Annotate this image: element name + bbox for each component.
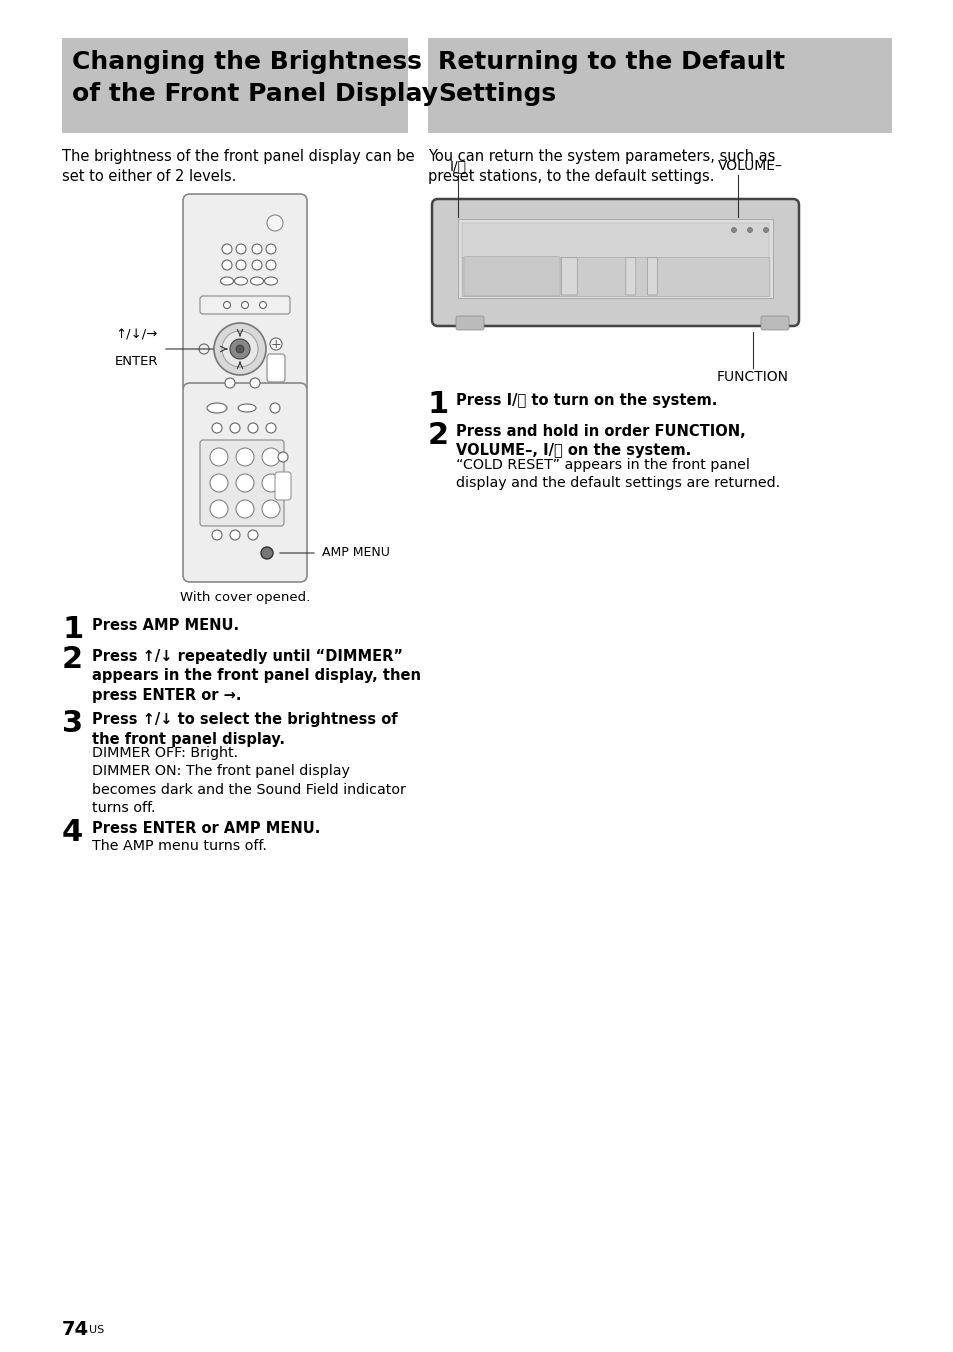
FancyBboxPatch shape xyxy=(461,223,768,258)
FancyBboxPatch shape xyxy=(461,257,768,296)
Circle shape xyxy=(248,423,257,433)
Circle shape xyxy=(262,448,280,466)
Text: VOLUME–: VOLUME– xyxy=(718,160,782,173)
Circle shape xyxy=(213,323,266,375)
Circle shape xyxy=(270,403,280,412)
Text: FUNCTION: FUNCTION xyxy=(717,370,788,384)
Circle shape xyxy=(266,260,275,270)
Circle shape xyxy=(252,243,262,254)
Circle shape xyxy=(262,500,280,518)
Circle shape xyxy=(747,227,752,233)
Text: 2: 2 xyxy=(428,420,449,449)
Text: With cover opened.: With cover opened. xyxy=(180,591,310,604)
Circle shape xyxy=(248,530,257,539)
Circle shape xyxy=(212,530,222,539)
Text: Press and hold in order FUNCTION,
VOLUME–, I/⏻ on the system.: Press and hold in order FUNCTION, VOLUME… xyxy=(456,423,745,458)
Text: +: + xyxy=(271,338,281,350)
Text: Press ↑/↓ repeatedly until “DIMMER”
appears in the front panel display, then
pre: Press ↑/↓ repeatedly until “DIMMER” appe… xyxy=(91,649,420,703)
Text: Press ↑/↓ to select the brightness of
the front panel display.: Press ↑/↓ to select the brightness of th… xyxy=(91,713,397,746)
Text: Returning to the Default
Settings: Returning to the Default Settings xyxy=(437,50,784,105)
Text: 2: 2 xyxy=(62,645,83,675)
Circle shape xyxy=(235,448,253,466)
FancyBboxPatch shape xyxy=(200,296,290,314)
Circle shape xyxy=(223,301,231,308)
Text: Press I/⏻ to turn on the system.: Press I/⏻ to turn on the system. xyxy=(456,393,717,408)
Circle shape xyxy=(235,345,244,353)
Text: AMP MENU: AMP MENU xyxy=(322,546,390,560)
Text: I/⏻: I/⏻ xyxy=(450,160,467,173)
Text: Changing the Brightness
of the Front Panel Display: Changing the Brightness of the Front Pan… xyxy=(71,50,437,105)
FancyBboxPatch shape xyxy=(561,257,577,295)
Circle shape xyxy=(210,500,228,518)
Circle shape xyxy=(266,243,275,254)
Circle shape xyxy=(259,301,266,308)
Circle shape xyxy=(241,301,248,308)
Text: You can return the system parameters, such as
preset stations, to the default se: You can return the system parameters, su… xyxy=(428,149,775,184)
Text: 3: 3 xyxy=(62,708,83,738)
FancyBboxPatch shape xyxy=(647,257,657,295)
Circle shape xyxy=(199,343,209,354)
Text: 74: 74 xyxy=(62,1320,89,1338)
Text: ENTER: ENTER xyxy=(115,356,158,368)
Circle shape xyxy=(266,423,275,433)
FancyBboxPatch shape xyxy=(183,383,307,581)
Circle shape xyxy=(731,227,736,233)
Circle shape xyxy=(230,530,240,539)
Text: US: US xyxy=(89,1325,104,1334)
Text: Press AMP MENU.: Press AMP MENU. xyxy=(91,618,239,633)
Text: 1: 1 xyxy=(428,389,449,419)
Text: The brightness of the front panel display can be
set to either of 2 levels.: The brightness of the front panel displa… xyxy=(62,149,415,184)
Circle shape xyxy=(235,500,253,518)
Circle shape xyxy=(222,243,232,254)
Text: Press ENTER or AMP MENU.: Press ENTER or AMP MENU. xyxy=(91,821,320,836)
Text: The AMP menu turns off.: The AMP menu turns off. xyxy=(91,838,267,853)
FancyBboxPatch shape xyxy=(456,316,483,330)
Circle shape xyxy=(212,423,222,433)
Circle shape xyxy=(210,475,228,492)
Ellipse shape xyxy=(220,277,233,285)
Circle shape xyxy=(762,227,768,233)
Circle shape xyxy=(262,475,280,492)
Text: 4: 4 xyxy=(62,818,83,846)
Circle shape xyxy=(277,452,288,462)
FancyBboxPatch shape xyxy=(760,316,788,330)
Circle shape xyxy=(250,379,260,388)
FancyBboxPatch shape xyxy=(62,38,408,132)
FancyBboxPatch shape xyxy=(625,257,636,295)
Circle shape xyxy=(235,260,246,270)
Ellipse shape xyxy=(251,277,263,285)
Text: DIMMER OFF: Bright.
DIMMER ON: The front panel display
becomes dark and the Soun: DIMMER OFF: Bright. DIMMER ON: The front… xyxy=(91,746,405,815)
Circle shape xyxy=(210,448,228,466)
Circle shape xyxy=(230,339,250,360)
Circle shape xyxy=(261,548,273,558)
Text: “COLD RESET” appears in the front panel
display and the default settings are ret: “COLD RESET” appears in the front panel … xyxy=(456,457,780,489)
Ellipse shape xyxy=(234,277,247,285)
Text: ↑/↓/→: ↑/↓/→ xyxy=(115,329,157,341)
Circle shape xyxy=(222,260,232,270)
Ellipse shape xyxy=(207,403,227,412)
Circle shape xyxy=(235,475,253,492)
Text: 1: 1 xyxy=(62,615,83,644)
FancyBboxPatch shape xyxy=(457,219,772,297)
Circle shape xyxy=(235,243,246,254)
Circle shape xyxy=(267,215,283,231)
FancyBboxPatch shape xyxy=(432,199,799,326)
Circle shape xyxy=(252,260,262,270)
FancyBboxPatch shape xyxy=(463,257,559,296)
Ellipse shape xyxy=(264,277,277,285)
Ellipse shape xyxy=(237,404,255,412)
Circle shape xyxy=(225,379,234,388)
Circle shape xyxy=(230,423,240,433)
FancyBboxPatch shape xyxy=(267,354,285,383)
FancyBboxPatch shape xyxy=(183,193,307,393)
FancyBboxPatch shape xyxy=(428,38,891,132)
FancyBboxPatch shape xyxy=(200,439,284,526)
Circle shape xyxy=(222,331,257,366)
FancyBboxPatch shape xyxy=(274,472,291,500)
Circle shape xyxy=(270,338,282,350)
